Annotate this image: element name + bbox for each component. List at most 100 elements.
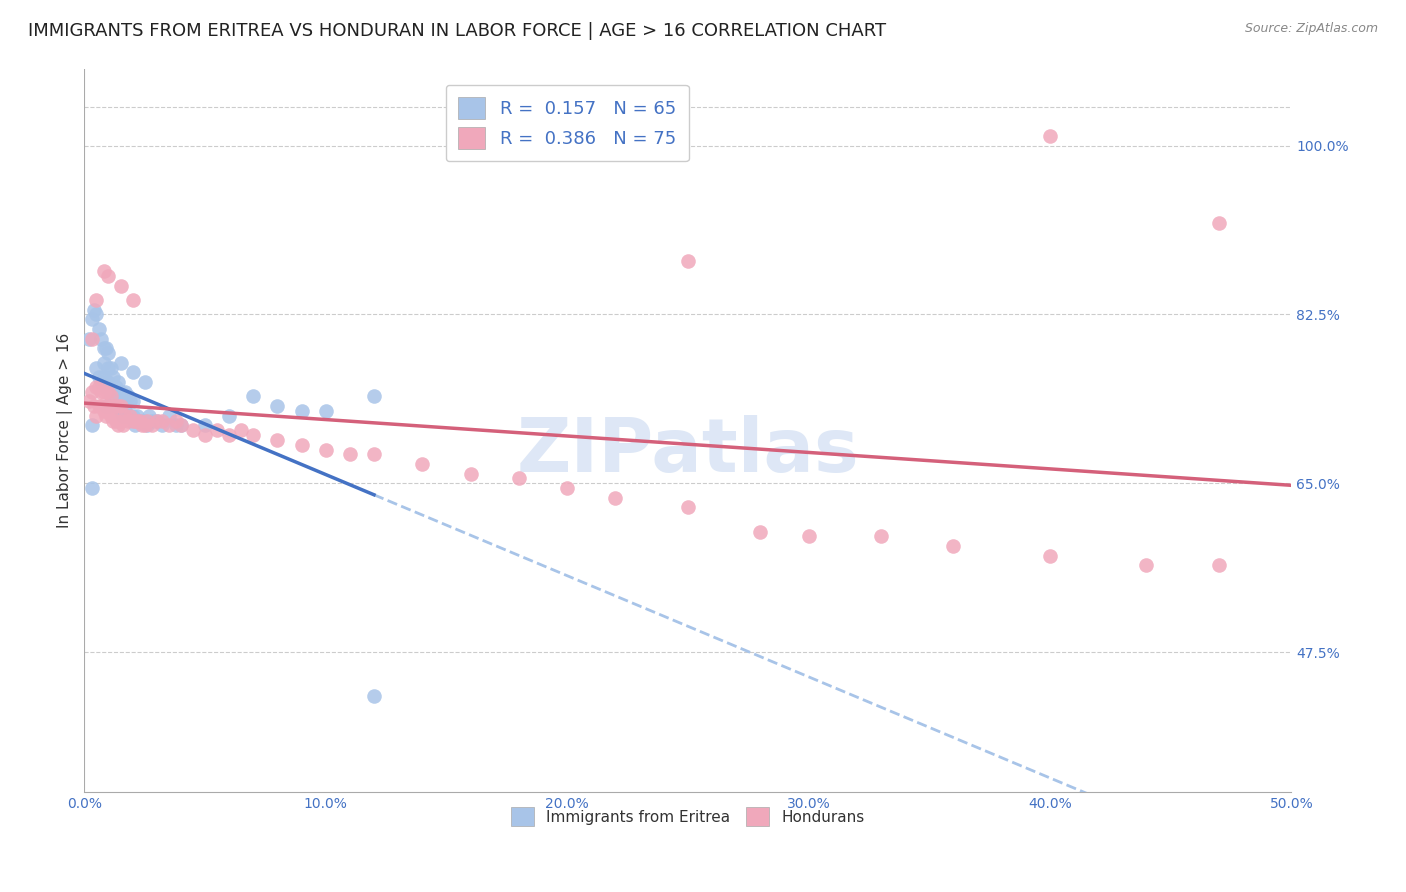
Point	[121, 394, 143, 409]
Point	[120, 394, 142, 409]
Point	[205, 423, 228, 437]
Point	[242, 428, 264, 442]
Point	[165, 418, 187, 433]
Point	[114, 409, 136, 423]
Y-axis label: In Labor Force | Age > 16: In Labor Force | Age > 16	[58, 333, 73, 528]
Point	[266, 433, 288, 447]
Point	[363, 389, 385, 403]
Point	[100, 389, 122, 403]
Point	[100, 360, 122, 375]
Point	[94, 380, 117, 394]
Point	[87, 399, 110, 413]
Point	[124, 414, 146, 428]
Point	[110, 404, 132, 418]
Point	[107, 418, 129, 433]
Point	[676, 254, 699, 268]
Point	[86, 409, 108, 423]
Point	[90, 399, 112, 413]
Point	[93, 370, 115, 384]
Point	[194, 418, 217, 433]
Point	[218, 409, 240, 423]
Text: Source: ZipAtlas.com: Source: ZipAtlas.com	[1244, 22, 1378, 36]
Point	[131, 414, 153, 428]
Point	[124, 418, 146, 433]
Point	[150, 418, 173, 433]
Point	[605, 491, 627, 505]
Legend: Immigrants from Eritrea, Hondurans: Immigrants from Eritrea, Hondurans	[502, 798, 873, 835]
Point	[170, 418, 193, 433]
Point	[111, 409, 134, 423]
Point	[128, 414, 150, 428]
Point	[141, 414, 163, 428]
Point	[94, 409, 117, 423]
Point	[128, 414, 150, 428]
Point	[110, 399, 132, 413]
Point	[150, 414, 173, 428]
Point	[120, 409, 142, 423]
Point	[97, 375, 120, 389]
Point	[111, 389, 134, 403]
Point	[110, 414, 132, 428]
Point	[104, 399, 127, 413]
Point	[165, 414, 187, 428]
Point	[120, 409, 142, 423]
Point	[80, 384, 103, 399]
Point	[97, 346, 120, 360]
Point	[97, 404, 120, 418]
Point	[80, 312, 103, 326]
Point	[103, 414, 125, 428]
Point	[83, 399, 105, 413]
Point	[117, 389, 139, 403]
Point	[107, 399, 129, 413]
Point	[1208, 558, 1230, 573]
Point	[676, 500, 699, 515]
Point	[97, 384, 120, 399]
Point	[942, 539, 965, 553]
Point	[94, 341, 117, 355]
Point	[110, 278, 132, 293]
Point	[97, 360, 120, 375]
Point	[111, 418, 134, 433]
Point	[90, 375, 112, 389]
Point	[90, 332, 112, 346]
Point	[127, 409, 149, 423]
Point	[870, 529, 893, 543]
Point	[90, 384, 112, 399]
Point	[80, 332, 103, 346]
Point	[134, 375, 156, 389]
Point	[266, 399, 288, 413]
Point	[86, 360, 108, 375]
Point	[138, 409, 160, 423]
Point	[93, 341, 115, 355]
Point	[460, 467, 482, 481]
Point	[121, 365, 143, 379]
Point	[97, 268, 120, 283]
Point	[127, 414, 149, 428]
Point	[93, 384, 115, 399]
Point	[181, 423, 204, 437]
Point	[86, 380, 108, 394]
Point	[104, 414, 127, 428]
Point	[87, 380, 110, 394]
Point	[555, 481, 578, 495]
Point	[104, 380, 127, 394]
Point	[110, 384, 132, 399]
Point	[117, 414, 139, 428]
Point	[93, 264, 115, 278]
Point	[136, 418, 159, 433]
Point	[157, 409, 180, 423]
Point	[339, 447, 361, 461]
Point	[749, 524, 772, 539]
Point	[131, 418, 153, 433]
Point	[86, 308, 108, 322]
Point	[1039, 549, 1062, 563]
Point	[103, 399, 125, 413]
Point	[1135, 558, 1157, 573]
Point	[363, 689, 385, 703]
Point	[290, 438, 312, 452]
Point	[77, 394, 100, 409]
Point	[141, 418, 163, 433]
Point	[107, 399, 129, 413]
Point	[104, 399, 127, 413]
Point	[218, 428, 240, 442]
